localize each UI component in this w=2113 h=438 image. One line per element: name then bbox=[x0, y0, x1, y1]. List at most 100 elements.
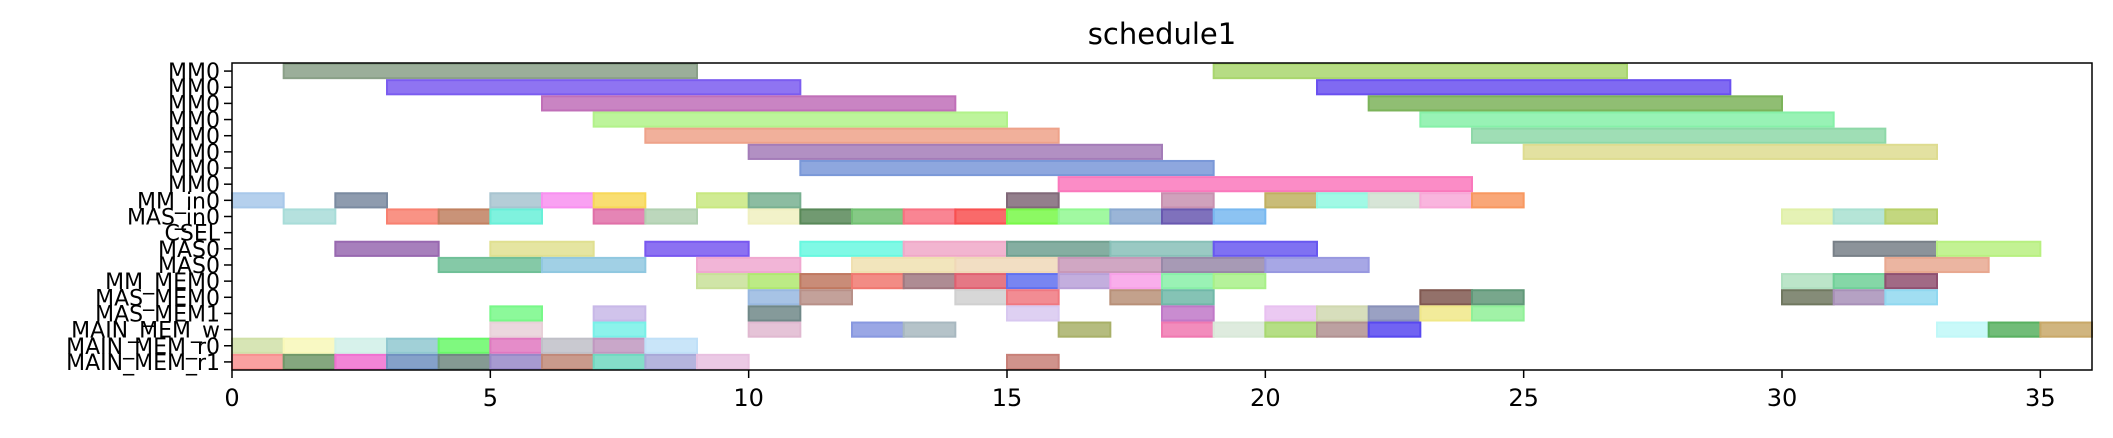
x-tick-label: 20 bbox=[1250, 384, 1281, 412]
task-bar bbox=[1936, 240, 2042, 257]
task-bar bbox=[386, 337, 440, 354]
y-row-label: MM0 bbox=[168, 173, 220, 198]
task-bar bbox=[1471, 192, 1525, 209]
task-bar bbox=[1832, 208, 1887, 225]
task-bar bbox=[1367, 192, 1422, 209]
task-bar bbox=[747, 305, 802, 322]
task-bar bbox=[1212, 240, 1318, 257]
task-bar bbox=[1109, 273, 1164, 290]
task-bar bbox=[1161, 256, 1267, 274]
task-bar bbox=[2039, 321, 2094, 338]
task-bar bbox=[437, 337, 492, 354]
task-bar bbox=[644, 240, 750, 257]
task-bar bbox=[799, 159, 1215, 177]
y-row-label: MM0 bbox=[168, 76, 220, 101]
x-axis: 0 5 10 15 20 25 30 35 bbox=[224, 370, 2056, 412]
task-bar bbox=[1367, 321, 1422, 338]
task-bar bbox=[1987, 321, 2042, 338]
task-bar bbox=[489, 208, 544, 225]
task-bar bbox=[1471, 127, 1887, 144]
task-bar bbox=[1419, 111, 1835, 128]
task-bar bbox=[1109, 208, 1164, 225]
task-bar bbox=[799, 208, 853, 225]
task-bar bbox=[592, 305, 647, 322]
task-bar bbox=[1316, 79, 1732, 96]
task-bar bbox=[1006, 240, 1112, 257]
task-bar bbox=[902, 240, 1009, 257]
task-bar bbox=[851, 273, 905, 290]
task-bar bbox=[334, 353, 389, 370]
task-bar bbox=[696, 192, 750, 209]
x-tick-label: 35 bbox=[2025, 384, 2056, 412]
task-bar bbox=[334, 337, 389, 354]
task-bar bbox=[799, 240, 905, 257]
task-bar bbox=[541, 95, 957, 112]
task-bar bbox=[1161, 208, 1215, 225]
task-bar bbox=[1006, 353, 1060, 370]
task-bar bbox=[851, 321, 905, 338]
x-tick-label: 15 bbox=[992, 384, 1023, 412]
task-bar bbox=[1212, 273, 1267, 290]
task-bar bbox=[592, 337, 647, 354]
task-bar bbox=[1316, 321, 1370, 338]
task-bar bbox=[1006, 305, 1060, 322]
task-bar bbox=[1522, 143, 1938, 160]
y-row-label: MAS0 bbox=[158, 238, 220, 263]
task-bar bbox=[231, 353, 285, 370]
x-tick-label: 10 bbox=[733, 384, 764, 412]
task-bar bbox=[644, 127, 1060, 144]
task-bar bbox=[851, 256, 957, 274]
task-bar bbox=[747, 143, 1164, 160]
task-bar bbox=[1781, 273, 1835, 290]
task-bar bbox=[1471, 289, 1525, 306]
task-bar bbox=[541, 353, 595, 370]
task-bar bbox=[1057, 256, 1163, 274]
task-bar bbox=[747, 192, 802, 209]
y-row-label: MAS_MEM0 bbox=[95, 286, 220, 311]
task-bar bbox=[902, 208, 957, 225]
task-bar bbox=[1057, 273, 1112, 290]
task-bar bbox=[1161, 321, 1215, 338]
task-bar bbox=[282, 353, 337, 370]
task-bar bbox=[437, 208, 492, 225]
task-bar bbox=[489, 305, 544, 322]
task-bar bbox=[541, 192, 595, 209]
y-row-label: MAS_MEM1 bbox=[95, 302, 220, 327]
task-bar bbox=[696, 353, 750, 370]
task-bar bbox=[334, 192, 389, 209]
task-bar bbox=[799, 289, 853, 306]
task-bar bbox=[592, 208, 647, 225]
task-bar bbox=[1884, 273, 1939, 290]
task-bar bbox=[592, 321, 647, 338]
y-row-label: MM_in0 bbox=[137, 189, 220, 214]
task-bar bbox=[1316, 305, 1370, 322]
task-bar bbox=[954, 273, 1008, 290]
y-row-label: MM0 bbox=[168, 157, 220, 182]
task-bar bbox=[1367, 95, 1783, 112]
y-axis: MM0MM0MM0MM0MM0MM0MM0MM0MM_in0MAS_in0CSE… bbox=[66, 60, 232, 376]
y-row-label: MAS_in0 bbox=[127, 206, 220, 231]
task-bar bbox=[1161, 289, 1215, 306]
task-bar bbox=[1161, 192, 1215, 209]
task-bar bbox=[696, 256, 802, 274]
x-tick-label: 30 bbox=[1767, 384, 1798, 412]
x-tick-label: 25 bbox=[1508, 384, 1539, 412]
task-bar bbox=[386, 208, 440, 225]
task-bar bbox=[1006, 289, 1060, 306]
task-bar bbox=[1419, 289, 1474, 306]
task-bar bbox=[282, 337, 337, 354]
task-bar bbox=[541, 256, 647, 274]
task-bar bbox=[1471, 305, 1525, 322]
chart-title: schedule1 bbox=[1088, 17, 1236, 51]
task-bar bbox=[1781, 289, 1835, 306]
task-bar bbox=[1884, 289, 1939, 306]
task-bar bbox=[334, 240, 440, 257]
task-bar bbox=[902, 321, 957, 338]
task-bar bbox=[1006, 208, 1060, 225]
task-bar bbox=[747, 273, 802, 290]
task-bar bbox=[747, 321, 802, 338]
task-bar bbox=[1161, 273, 1215, 290]
task-bar bbox=[1832, 289, 1887, 306]
task-bar bbox=[1057, 321, 1112, 338]
